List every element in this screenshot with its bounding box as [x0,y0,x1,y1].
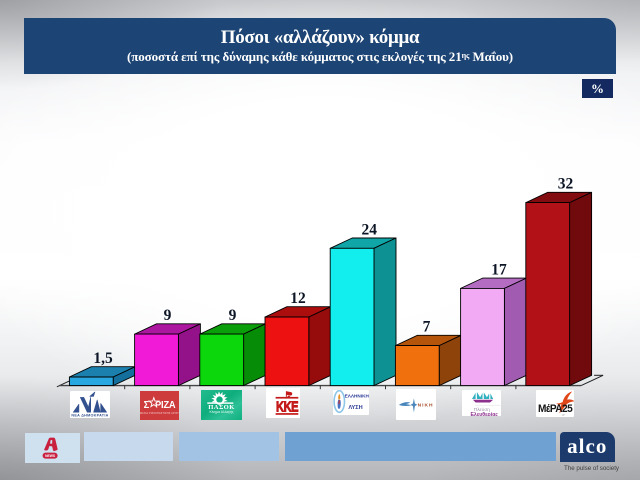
svg-text:ΣΥΡΙΖΑ: ΣΥΡΙΖΑ [144,400,176,411]
svg-text:9: 9 [164,307,172,324]
svg-text:Κίνημα Αλλαγής: Κίνημα Αλλαγής [209,410,233,414]
svg-text:ΛΥΣΗ: ΛΥΣΗ [348,405,362,411]
svg-text:NEWS: NEWS [45,454,56,458]
svg-text:ΣΥΜΜΑΧΙΑ ΡΙΖΟΣΠΑΣΤΙΚΗΣ ΑΡΙΣΤΕΡ: ΣΥΜΜΑΧΙΑ ΡΙΖΟΣΠΑΣΤΙΚΗΣ ΑΡΙΣΤΕΡΑΣ [140,412,179,415]
svg-text:Πλεύση: Πλεύση [474,406,491,413]
svg-text:9: 9 [229,307,237,324]
svg-text:ΝΙΚΗ: ΝΙΚΗ [418,403,434,409]
svg-text:17: 17 [491,262,507,279]
svg-text:24: 24 [362,221,378,238]
svg-text:ΠΑΣΟΚ: ΠΑΣΟΚ [208,404,235,411]
svg-text:ΝΕΑ ΔΗΜΟΚΡΑΤΙΑ: ΝΕΑ ΔΗΜΟΚΡΑΤΙΑ [72,413,109,417]
svg-text:ΜέΡΑ25: ΜέΡΑ25 [538,402,573,414]
svg-text:KKE: KKE [276,398,299,415]
svg-text:12: 12 [290,290,306,307]
svg-text:1,5: 1,5 [93,350,113,367]
svg-text:.gr: .gr [562,413,565,417]
svg-text:7: 7 [423,319,431,336]
svg-text:32: 32 [558,176,574,193]
svg-text:Ελευθερίας: Ελευθερίας [470,412,498,416]
svg-text:ΕΛΛΗΝΙΚΗ: ΕΛΛΗΝΙΚΗ [344,393,368,398]
